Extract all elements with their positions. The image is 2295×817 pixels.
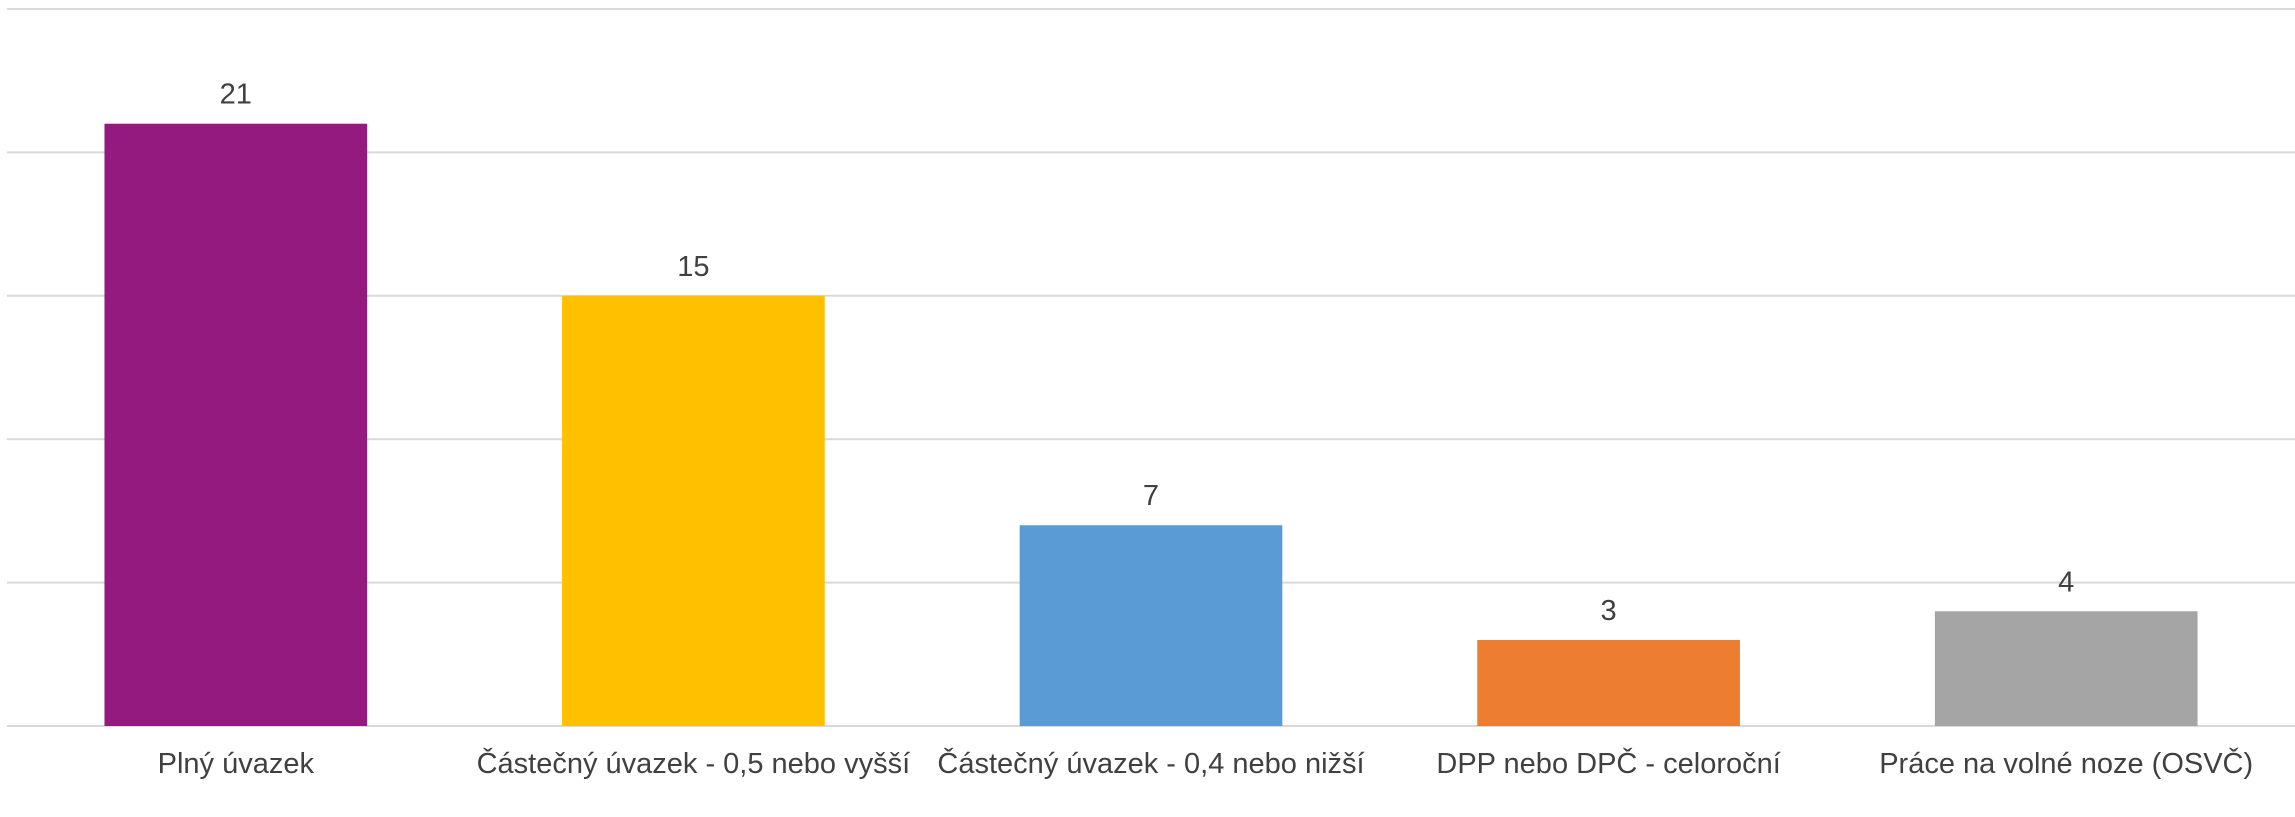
data-label: 7 [1143, 480, 1159, 512]
bar [104, 123, 368, 727]
data-label: 3 [1601, 595, 1617, 627]
x-tick-label: Částečný úvazek - 0,5 nebo vyšší [476, 748, 911, 780]
bar [1934, 611, 2198, 726]
bar [1477, 639, 1740, 726]
data-label: 4 [2058, 566, 2074, 598]
x-tick-label: Částečný úvazek - 0,4 nebo nižší [937, 748, 1365, 780]
data-label: 15 [677, 251, 709, 283]
data-label: 21 [220, 79, 252, 111]
x-tick-label: Plný úvazek [157, 748, 314, 780]
bar [562, 295, 825, 726]
x-tick-label: Práce na volné noze (OSVČ) [1879, 748, 2254, 780]
bar [1019, 525, 1283, 726]
x-tick-label: DPP nebo DPČ - celoroční [1436, 748, 1781, 780]
